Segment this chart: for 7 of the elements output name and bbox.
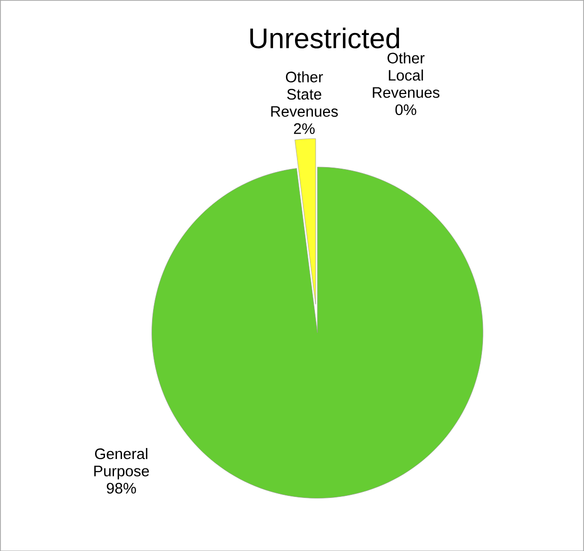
chart-title: Unrestricted [250, 27, 400, 48]
slice-label: Other State Revenues [271, 71, 338, 117]
text: 0% [395, 104, 416, 115]
category-label: Other Local Revenues [372, 52, 440, 98]
slice-label: General Purpose [94, 448, 149, 480]
data-label: 98% [106, 482, 136, 494]
data-label: 2% [294, 123, 315, 134]
